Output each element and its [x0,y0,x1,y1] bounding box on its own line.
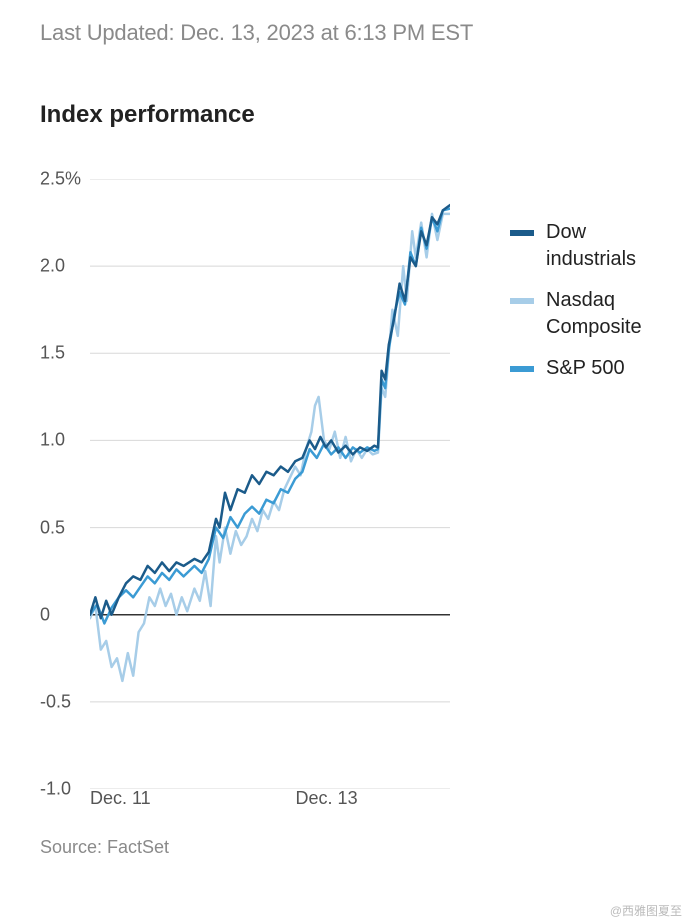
watermark-text: @西雅图夏至 [610,902,682,919]
legend-swatch [510,366,534,372]
legend-item: S&P 500 [510,355,642,382]
y-axis-tick-label: 0 [40,604,50,625]
y-axis-tick-label: 2.5% [40,169,81,190]
y-axis-tick-label: 1.0 [40,430,65,451]
chart-zone: Dow industrials Nasdaq Composite S&P 500 2… [40,149,640,799]
legend-swatch [510,298,534,304]
x-axis-tick-label: Dec. 11 [90,788,151,809]
x-axis-tick-label: Dec. 13 [296,788,358,809]
legend-label: Dow industrials [546,219,642,273]
legend-item: Dow industrials [510,219,642,273]
y-axis-tick-label: 1.5 [40,343,65,364]
y-axis-tick-label: 2.0 [40,256,65,277]
y-axis-tick-label: 0.5 [40,517,65,538]
last-updated-text: Last Updated: Dec. 13, 2023 at 6:13 PM E… [40,20,660,46]
chart-legend: Dow industrials Nasdaq Composite S&P 500 [510,219,642,396]
line-chart-svg [90,179,450,789]
y-axis-tick-label: -1.0 [40,779,71,800]
legend-swatch [510,230,534,236]
source-text: Source: FactSet [40,837,660,858]
legend-item: Nasdaq Composite [510,287,642,341]
legend-label: Nasdaq Composite [546,287,642,341]
y-axis-tick-label: -0.5 [40,691,71,712]
legend-label: S&P 500 [546,355,625,382]
chart-title: Index performance [40,101,660,129]
